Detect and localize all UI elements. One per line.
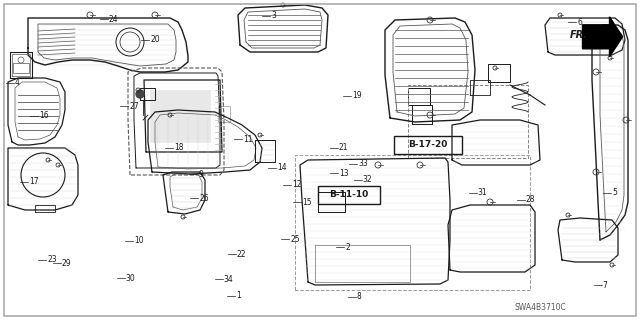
Text: 16: 16 xyxy=(40,111,49,120)
Text: 8: 8 xyxy=(357,292,362,301)
Bar xyxy=(218,106,230,122)
Text: 5: 5 xyxy=(612,188,617,197)
Text: 27: 27 xyxy=(129,102,139,111)
Text: 31: 31 xyxy=(478,188,488,197)
Text: 19: 19 xyxy=(352,92,362,100)
Text: 6: 6 xyxy=(577,18,582,27)
Text: 24: 24 xyxy=(109,15,118,24)
Text: 13: 13 xyxy=(339,169,349,178)
Text: FR.: FR. xyxy=(570,30,588,40)
Text: 34: 34 xyxy=(224,275,234,284)
Text: 11: 11 xyxy=(243,135,252,144)
Polygon shape xyxy=(582,17,623,57)
Text: 28: 28 xyxy=(526,196,535,204)
Text: 21: 21 xyxy=(339,143,348,152)
Text: 2: 2 xyxy=(346,243,350,252)
Text: 26: 26 xyxy=(200,194,209,203)
Text: 22: 22 xyxy=(237,250,246,259)
Bar xyxy=(13,63,29,73)
Text: 9: 9 xyxy=(198,170,203,179)
Text: 25: 25 xyxy=(291,235,300,244)
Text: 15: 15 xyxy=(302,198,312,207)
Text: 14: 14 xyxy=(278,164,287,172)
Text: 18: 18 xyxy=(174,143,183,152)
Text: 3: 3 xyxy=(271,12,276,20)
Text: 29: 29 xyxy=(62,259,72,268)
Text: 7: 7 xyxy=(603,281,607,290)
Bar xyxy=(394,136,461,154)
Text: 32: 32 xyxy=(363,175,372,184)
Bar xyxy=(318,186,380,204)
Text: B-11-10: B-11-10 xyxy=(330,190,369,199)
Text: 30: 30 xyxy=(126,274,136,283)
Text: SWA4B3710C: SWA4B3710C xyxy=(515,303,566,312)
Bar xyxy=(150,90,210,142)
Text: B-17-20: B-17-20 xyxy=(408,140,447,149)
Text: 20: 20 xyxy=(150,36,160,44)
Text: 33: 33 xyxy=(358,159,368,168)
Text: 10: 10 xyxy=(134,236,144,245)
Text: 12: 12 xyxy=(292,180,301,189)
Text: 17: 17 xyxy=(29,177,39,186)
Text: 4: 4 xyxy=(15,78,20,87)
Circle shape xyxy=(136,90,144,98)
Text: 1: 1 xyxy=(236,292,241,300)
Text: 23: 23 xyxy=(47,255,57,264)
